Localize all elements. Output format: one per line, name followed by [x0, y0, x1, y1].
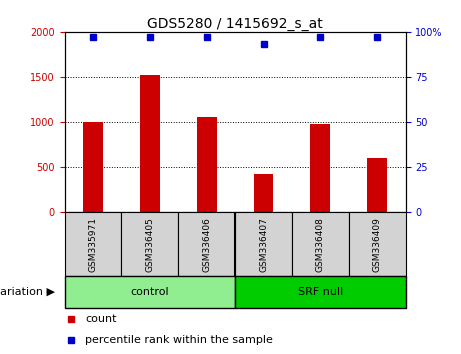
Text: GSM336406: GSM336406 — [202, 217, 211, 272]
Bar — [292, 212, 349, 276]
Text: SRF null: SRF null — [298, 287, 343, 297]
Bar — [197, 117, 217, 212]
Bar — [349, 212, 406, 276]
Text: percentile rank within the sample: percentile rank within the sample — [85, 335, 273, 345]
Bar — [140, 75, 160, 212]
Text: count: count — [85, 314, 117, 324]
Text: GSM335971: GSM335971 — [89, 217, 97, 272]
Bar — [65, 276, 235, 308]
Title: GDS5280 / 1415692_s_at: GDS5280 / 1415692_s_at — [147, 17, 323, 31]
Bar — [121, 212, 178, 276]
Bar — [367, 158, 387, 212]
Bar — [254, 173, 273, 212]
Bar — [235, 212, 292, 276]
Text: GSM336405: GSM336405 — [145, 217, 154, 272]
Bar — [235, 276, 406, 308]
Bar — [65, 212, 121, 276]
Bar — [178, 212, 235, 276]
Text: GSM336407: GSM336407 — [259, 217, 268, 272]
Text: GSM336409: GSM336409 — [373, 217, 382, 272]
Bar — [83, 122, 103, 212]
Text: genotype/variation ▶: genotype/variation ▶ — [0, 287, 55, 297]
Text: GSM336408: GSM336408 — [316, 217, 325, 272]
Bar — [310, 124, 331, 212]
Text: control: control — [130, 287, 169, 297]
